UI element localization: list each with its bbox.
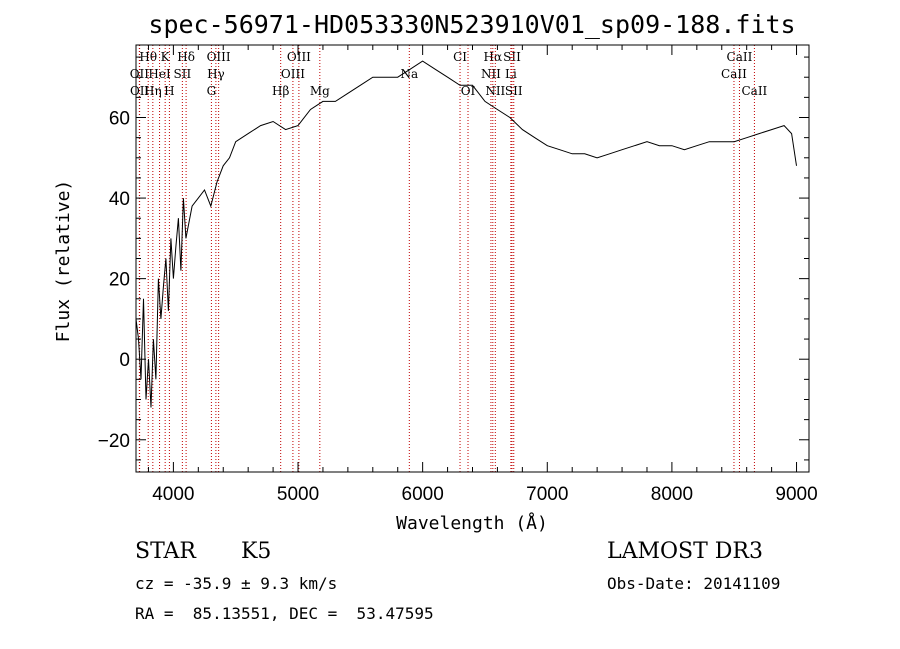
marker-label: OI: [461, 84, 476, 98]
marker-label: CaII: [727, 50, 753, 64]
marker-label: SII: [505, 84, 523, 98]
marker-label: HeI: [148, 67, 171, 81]
marker-label: OIII: [281, 67, 305, 81]
axis-ticks: 4000 5000 6000 7000 8000 9000 −20 0 20 40 60: [98, 45, 818, 505]
marker-label: OIII: [287, 50, 311, 64]
marker-label: OII: [130, 84, 150, 98]
marker-label: Hα: [484, 50, 503, 64]
marker-label: OII: [130, 67, 150, 81]
plot-frame: [135, 44, 810, 473]
y-tick-label: 60: [109, 109, 130, 130]
observation-date: Obs-Date: 20141109: [607, 574, 781, 593]
x-tick-label: 7000: [526, 484, 568, 505]
marker-label: Hγ: [207, 67, 225, 81]
chart-title: spec-56971-HD053330N523910V01_sp09-188.f…: [148, 10, 795, 39]
y-tick-label: 0: [119, 350, 130, 371]
marker-label: G: [207, 84, 217, 98]
x-tick-label: 6000: [402, 484, 444, 505]
marker-label: Mg: [310, 84, 330, 98]
marker-label: K: [161, 50, 171, 64]
marker-label: CaII: [721, 67, 747, 81]
marker-label: OIII: [207, 50, 231, 64]
marker-label: CI: [453, 50, 467, 64]
redshift-velocity: cz = -35.9 ± 9.3 km/s: [135, 574, 338, 593]
marker-label: SII: [503, 50, 521, 64]
marker-label: Hη: [144, 84, 162, 98]
ra-dec-coordinates: RA = 85.13551, DEC = 53.47595: [135, 604, 434, 623]
survey-name: LAMOST DR3: [607, 539, 763, 564]
marker-label: NII: [481, 67, 501, 81]
y-tick-label: −20: [98, 431, 130, 452]
y-axis-label: Flux (relative): [53, 180, 74, 343]
series-group: [135, 60, 797, 408]
x-tick-label: 9000: [775, 484, 817, 505]
marker-label: H: [164, 84, 174, 98]
y-tick-label: 20: [109, 270, 130, 291]
object-type: STAR: [135, 539, 196, 564]
x-tick-label: 5000: [277, 484, 319, 505]
object-subclass: K5: [241, 539, 272, 564]
x-axis-label: Wavelength (Å): [396, 512, 548, 534]
y-tick-label: 40: [109, 189, 130, 210]
marker-label: SII: [174, 67, 192, 81]
marker-label: NII: [485, 84, 505, 98]
x-tick-label: 4000: [152, 484, 194, 505]
marker-label: Hβ: [272, 84, 289, 98]
series-line-0: [135, 60, 797, 408]
marker-label: Na: [400, 67, 418, 81]
x-tick-label: 8000: [651, 484, 693, 505]
marker-label: Hθ: [139, 50, 157, 64]
marker-label: Li: [505, 67, 517, 81]
marker-label: CaII: [741, 84, 767, 98]
marker-label: Hδ: [177, 50, 195, 64]
